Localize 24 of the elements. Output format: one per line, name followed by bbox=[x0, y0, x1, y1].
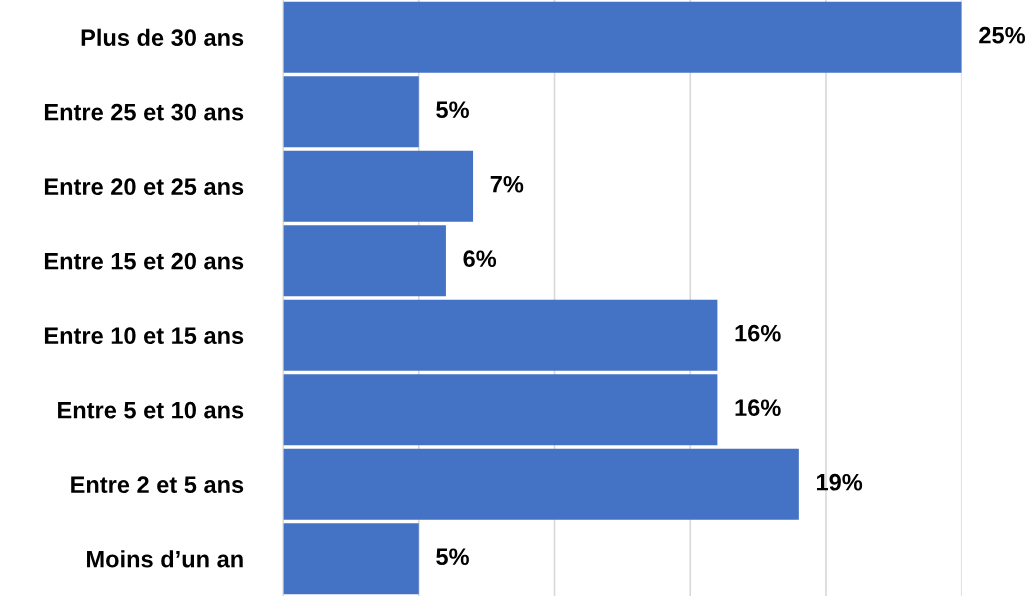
bar bbox=[283, 76, 419, 148]
y-tick-label: Entre 25 et 30 ans bbox=[44, 103, 244, 121]
bar bbox=[283, 1, 962, 73]
y-tick-label: Entre 10 et 15 ans bbox=[44, 327, 244, 345]
data-label: 25% bbox=[979, 26, 1026, 44]
data-label: 16% bbox=[735, 399, 781, 417]
data-label: 7% bbox=[490, 175, 524, 193]
y-tick-label: Entre 2 et 5 ans bbox=[71, 476, 244, 494]
data-label: 5% bbox=[436, 101, 469, 119]
data-label: 19% bbox=[816, 473, 863, 491]
y-tick-label: Plus de 30 ans bbox=[81, 28, 244, 47]
bar bbox=[283, 150, 474, 222]
bar bbox=[283, 225, 446, 297]
bar bbox=[283, 448, 799, 520]
data-label: 16% bbox=[735, 324, 781, 342]
y-tick-label: Entre 20 et 25 ans bbox=[44, 178, 244, 196]
y-tick-label: Entre 5 et 10 ans bbox=[58, 401, 244, 419]
bar bbox=[283, 299, 718, 371]
bar bbox=[283, 374, 718, 446]
data-label: 5% bbox=[436, 548, 469, 566]
data-label: 6% bbox=[463, 250, 497, 268]
y-tick-label: Entre 15 et 20 ans bbox=[44, 252, 244, 270]
y-tick-label: Moins d’un an bbox=[87, 550, 243, 568]
bar bbox=[283, 523, 419, 595]
